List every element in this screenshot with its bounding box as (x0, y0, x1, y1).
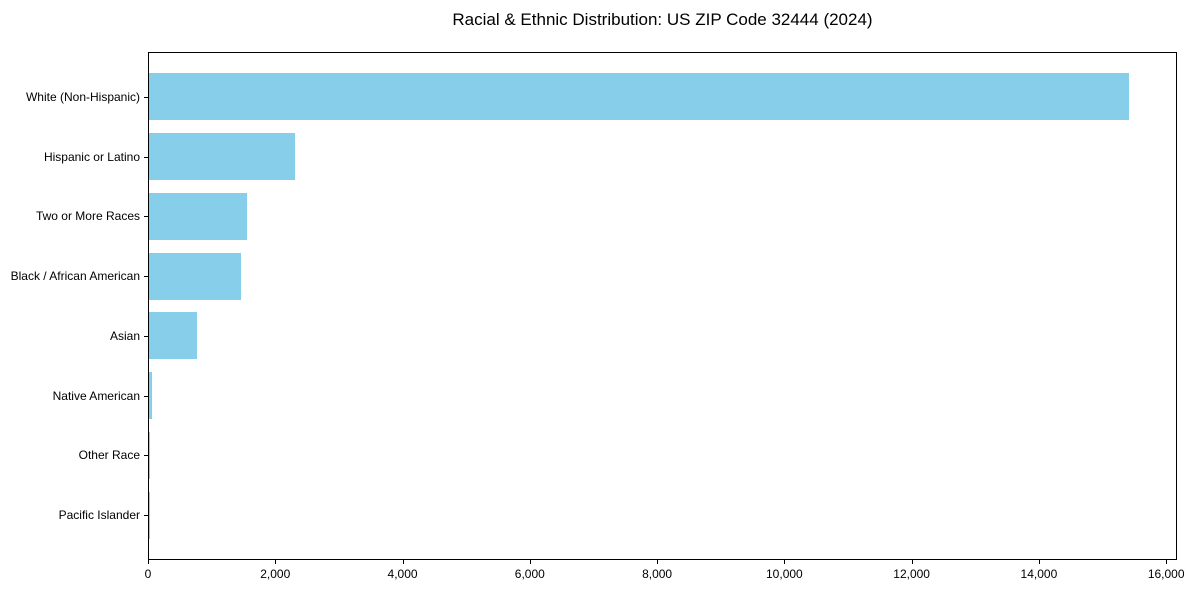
x-axis-tick-mark (784, 560, 785, 564)
x-axis-tick-label: 6,000 (514, 567, 545, 581)
x-axis-tick-label: 0 (144, 567, 152, 581)
y-axis-category-label: Native American (52, 388, 140, 403)
y-axis-category-label: Other Race (78, 448, 140, 463)
x-axis-tick-label: 2,000 (260, 567, 291, 581)
y-axis-category-label: Two or More Races (35, 209, 140, 224)
plot-area (148, 52, 1177, 560)
x-axis-tick-label: 14,000 (1020, 567, 1058, 581)
bar-two-or-more-races (149, 192, 247, 240)
y-axis-category-label: White (Non-Hispanic) (25, 89, 140, 104)
x-axis-tick-label: 8,000 (642, 567, 673, 581)
bar-black-african-american (149, 252, 242, 300)
y-axis-tick-mark (144, 216, 148, 217)
x-axis-tick-mark (657, 560, 658, 564)
x-axis-tick-label: 16,000 (1147, 567, 1185, 581)
x-axis-tick-mark (1039, 560, 1040, 564)
x-axis-tick-mark (275, 560, 276, 564)
y-axis-tick-mark (144, 276, 148, 277)
bar-other-race (149, 431, 150, 479)
x-axis-tick-label: 4,000 (387, 567, 418, 581)
y-axis-tick-mark (144, 455, 148, 456)
y-axis-tick-mark (144, 97, 148, 98)
y-axis-tick-mark (144, 396, 148, 397)
bar-asian (149, 312, 198, 360)
x-axis-tick-label: 10,000 (766, 567, 803, 581)
y-axis-category-label: Hispanic or Latino (43, 149, 140, 164)
y-axis-tick-mark (144, 515, 148, 516)
bar-white-non-hispanic (149, 73, 1129, 121)
x-axis-tick-mark (530, 560, 531, 564)
x-axis-tick-label: 12,000 (893, 567, 930, 581)
y-axis-tick-mark (144, 336, 148, 337)
chart-title: Racial & Ethnic Distribution: US ZIP Cod… (452, 10, 873, 29)
y-axis-category-label: Pacific Islander (58, 508, 140, 523)
x-axis-tick-mark (148, 560, 149, 564)
y-axis-category-label: Black / African American (10, 269, 140, 284)
x-axis-tick-mark (1166, 560, 1167, 564)
x-axis-tick-mark (403, 560, 404, 564)
x-axis-tick-mark (912, 560, 913, 564)
bar-hispanic-or-latino (149, 133, 295, 181)
bar-native-american (149, 372, 152, 420)
y-axis-tick-mark (144, 157, 148, 158)
y-axis-category-label: Asian (109, 328, 140, 343)
